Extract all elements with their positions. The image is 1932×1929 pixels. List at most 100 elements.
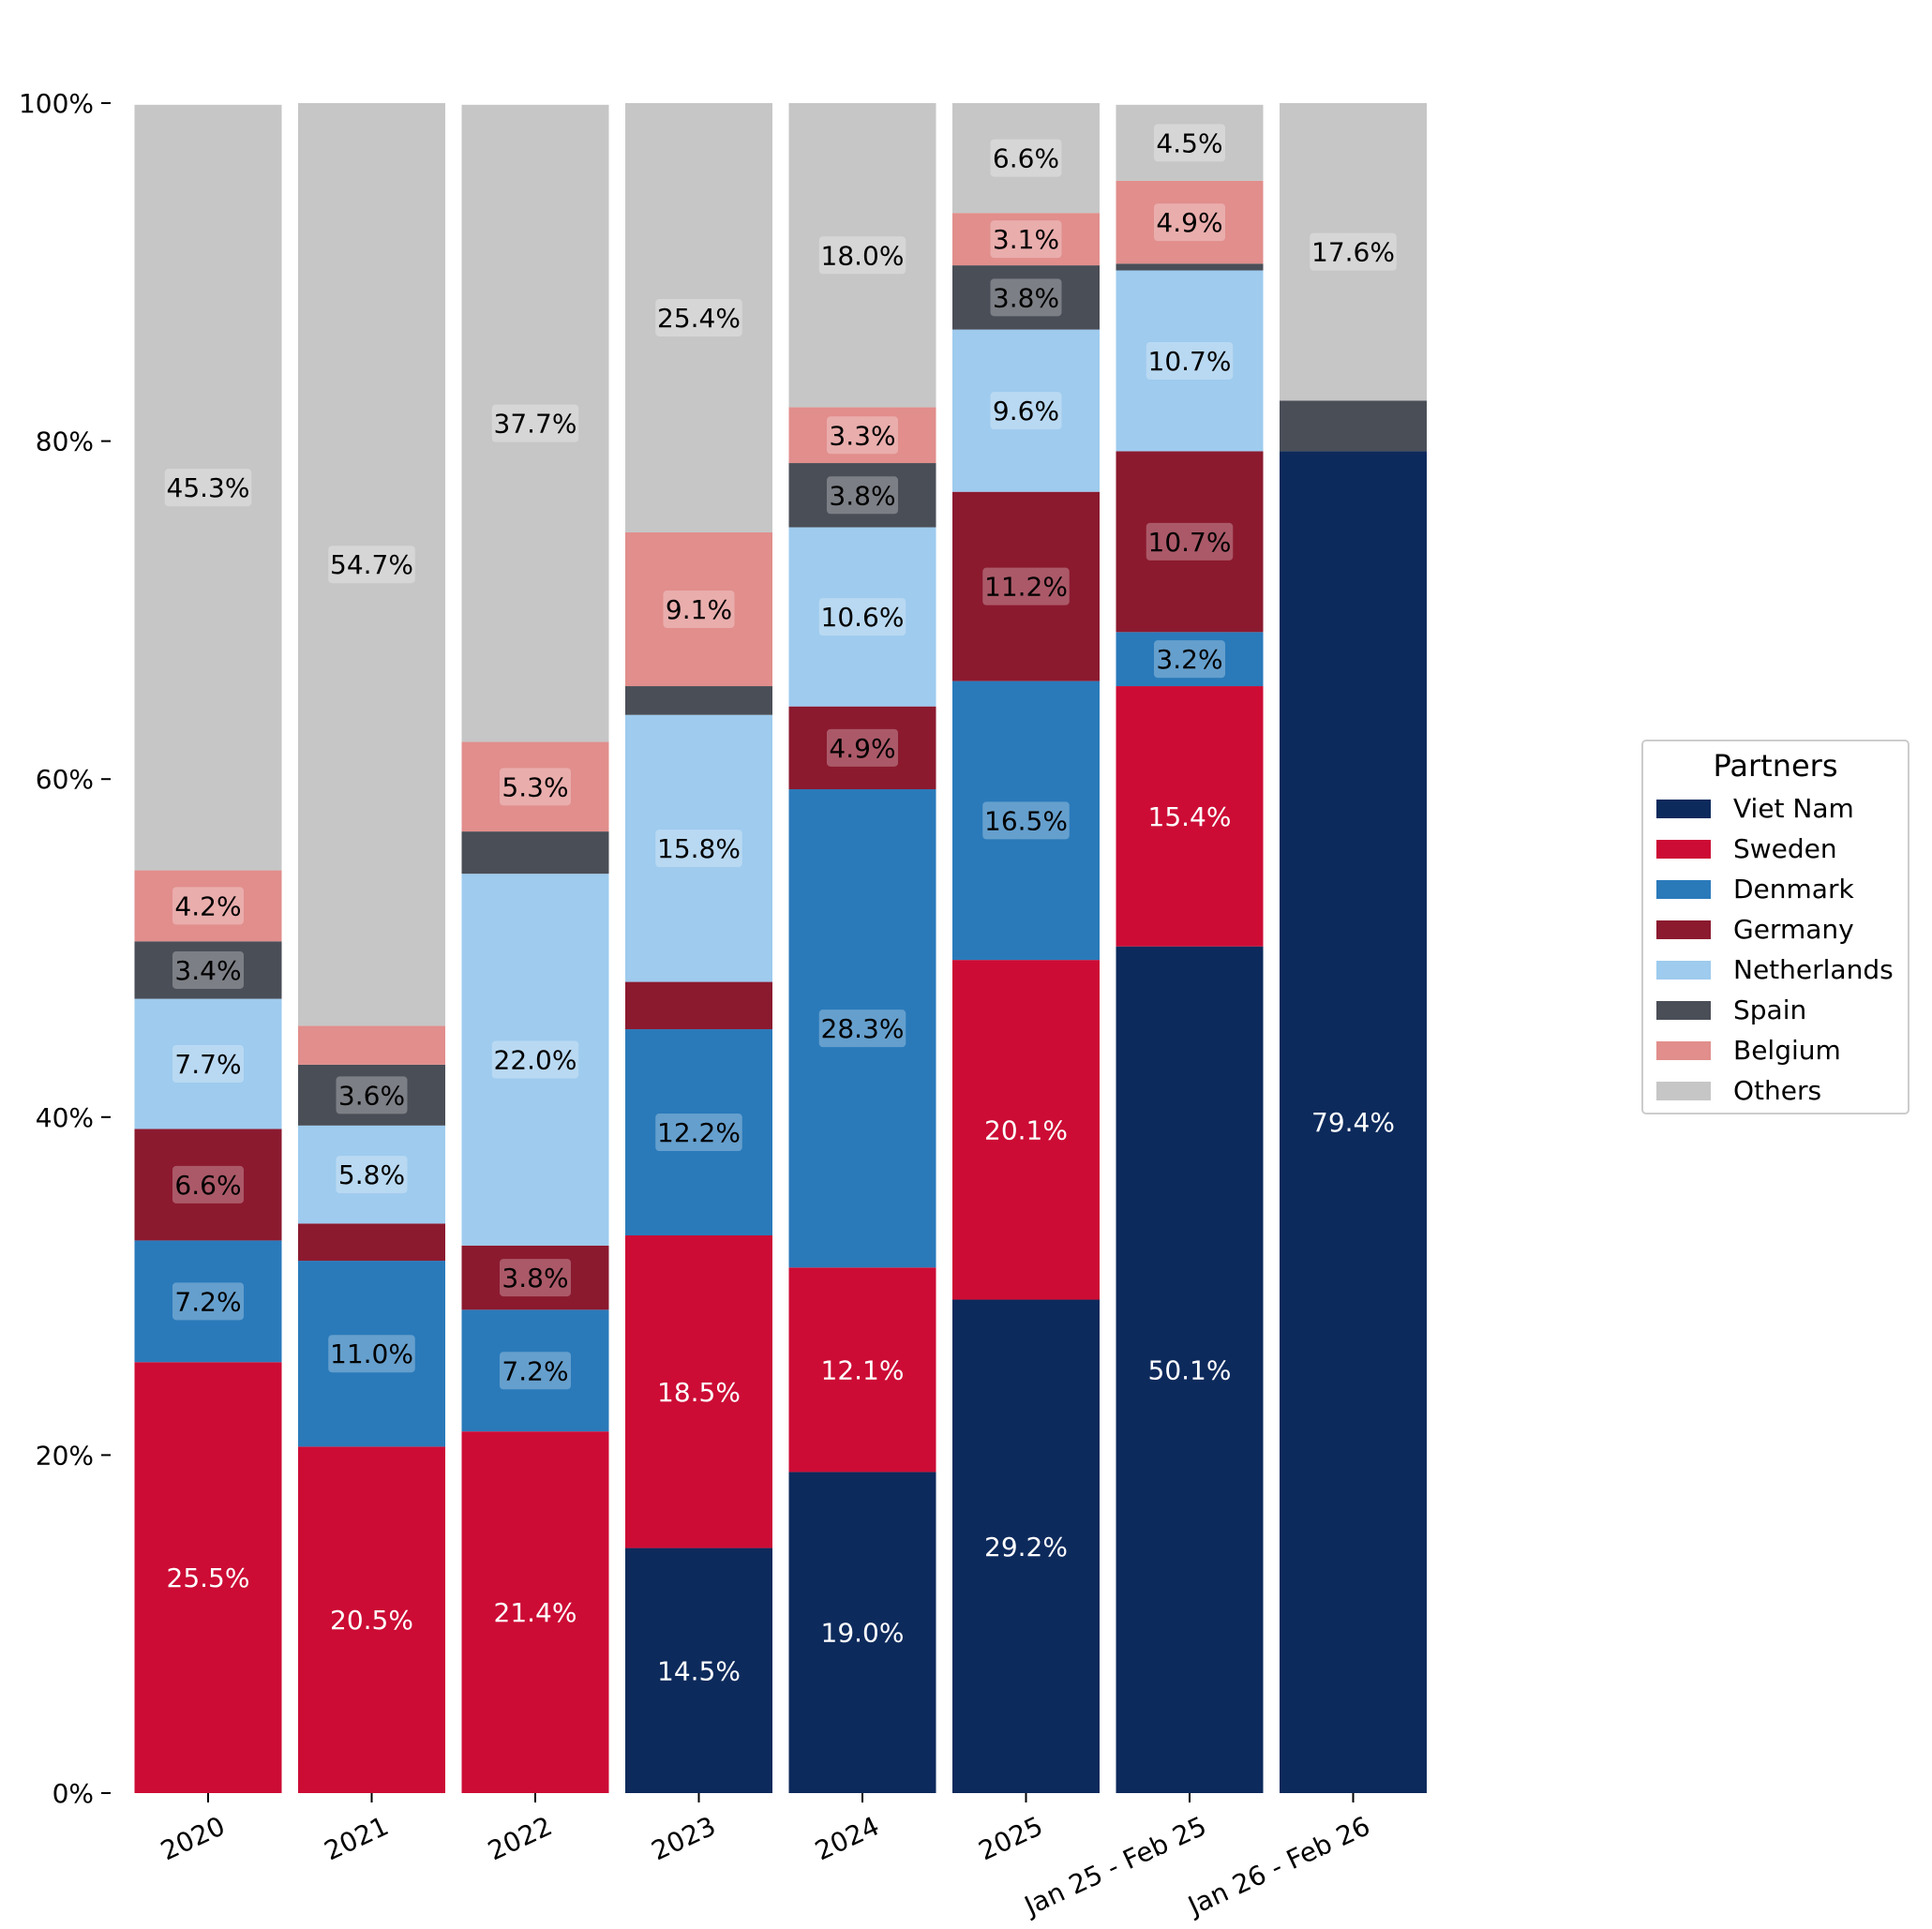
legend-swatch (1656, 1041, 1711, 1060)
y-tick-label: 40% (36, 1102, 94, 1133)
segment-label-box (990, 392, 1062, 430)
segment-label: 14.5% (657, 1655, 741, 1686)
bar-segment (1116, 263, 1264, 271)
segment-label: 22.0% (494, 1044, 577, 1075)
segment-label-box (1154, 640, 1225, 679)
bar-segment (461, 1245, 609, 1310)
bar-segment (625, 1235, 772, 1548)
segment-label-box (1154, 203, 1225, 242)
segment-label: 9.1% (666, 594, 732, 625)
segment-label-box (818, 598, 906, 636)
bar-segment (952, 960, 1100, 1300)
segment-label: 4.9% (1156, 207, 1222, 238)
x-tick-label: 2025 (974, 1810, 1048, 1866)
segment-label: 17.6% (1311, 237, 1395, 268)
bar-segment (134, 1240, 282, 1363)
y-tick-label: 60% (36, 764, 94, 795)
bar-segment (788, 706, 936, 790)
legend-swatch (1656, 880, 1711, 899)
segment-label-box (663, 590, 735, 628)
segment-label-box (982, 801, 1070, 840)
legend-swatch (1656, 840, 1711, 859)
segment-label: 3.8% (993, 282, 1059, 313)
segment-label: 7.7% (174, 1049, 241, 1080)
legend-label: Denmark (1733, 874, 1854, 905)
bar-segment (461, 1431, 609, 1793)
bar-segment (952, 491, 1100, 681)
segment-label: 6.6% (174, 1170, 241, 1201)
segment-label-box (818, 1009, 906, 1048)
segment-label: 7.2% (174, 1286, 241, 1317)
segment-label-box (328, 546, 415, 584)
y-tick-label: 0% (52, 1778, 94, 1809)
bar-segment (134, 941, 282, 999)
bar-segment (1280, 103, 1427, 401)
y-tick-label: 80% (36, 426, 94, 457)
segment-label: 16.5% (984, 805, 1068, 836)
legend-frame (1641, 740, 1910, 1114)
bar-segment (1116, 632, 1264, 687)
segment-label: 19.0% (821, 1618, 905, 1649)
segment-label: 11.0% (330, 1338, 413, 1369)
legend-label: Netherlands (1733, 954, 1894, 985)
x-tick-label: 2022 (483, 1810, 557, 1866)
segment-label: 7.2% (502, 1355, 568, 1386)
bar-segment (788, 527, 936, 707)
segment-label: 10.6% (821, 602, 905, 633)
segment-label: 20.5% (330, 1605, 413, 1636)
legend: Partners Viet Nam Sweden Denmark Germany Net… (1641, 740, 1910, 1114)
bar-segment (134, 870, 282, 942)
legend-label: Sweden (1733, 833, 1837, 864)
bar-segment (788, 407, 936, 464)
segment-label: 6.6% (993, 143, 1059, 174)
bar-segment (952, 680, 1100, 961)
segment-label: 4.9% (829, 733, 895, 764)
bar-segment (625, 1548, 772, 1793)
segment-label-box (172, 887, 244, 925)
segment-label: 54.7% (330, 549, 413, 580)
segment-label-box (818, 236, 906, 275)
bar-segment (788, 789, 936, 1268)
segment-label-box (1154, 124, 1225, 162)
segment-label: 3.8% (502, 1263, 568, 1293)
bar-segment (298, 103, 445, 1026)
bar-segment (298, 1223, 445, 1262)
bar-segment (461, 874, 609, 1246)
legend-label: Germany (1733, 914, 1854, 945)
x-tick-label: Jan 26 - Feb 26 (1182, 1810, 1375, 1922)
segment-label: 3.6% (338, 1080, 405, 1111)
segment-label-box (982, 567, 1070, 606)
segment-label: 3.4% (174, 955, 241, 986)
bars (134, 103, 1427, 1794)
bar-segment (952, 329, 1100, 492)
segment-label-box (655, 298, 742, 336)
bar-segment (625, 1029, 772, 1236)
segment-label: 21.4% (494, 1597, 577, 1628)
bar-segment (134, 104, 282, 871)
segment-label-box (500, 1352, 571, 1390)
segment-label-box (827, 416, 898, 455)
bar-segment (625, 981, 772, 1030)
segment-label-box (990, 220, 1062, 259)
x-tick-label: 2024 (810, 1810, 884, 1866)
bar-segment (134, 1129, 282, 1241)
segment-label-box (1146, 341, 1234, 380)
segment-label: 15.8% (657, 833, 741, 864)
bar-segment (788, 463, 936, 528)
segment-label: 15.4% (1148, 801, 1232, 832)
bar-segment (1116, 270, 1264, 452)
segment-label-box (500, 768, 571, 806)
bar-segment (625, 531, 772, 687)
segment-label: 18.5% (657, 1377, 741, 1408)
segment-label-box (1310, 232, 1397, 271)
segment-label: 45.3% (167, 472, 250, 503)
bar-segment (952, 265, 1100, 330)
bar-segment (625, 103, 772, 532)
bar-segment (788, 1267, 936, 1473)
segment-label: 3.8% (829, 480, 895, 511)
segment-label: 50.1% (1148, 1354, 1232, 1385)
legend-swatch (1656, 961, 1711, 979)
segment-label-box (164, 469, 252, 507)
bar-segment (952, 1299, 1100, 1793)
